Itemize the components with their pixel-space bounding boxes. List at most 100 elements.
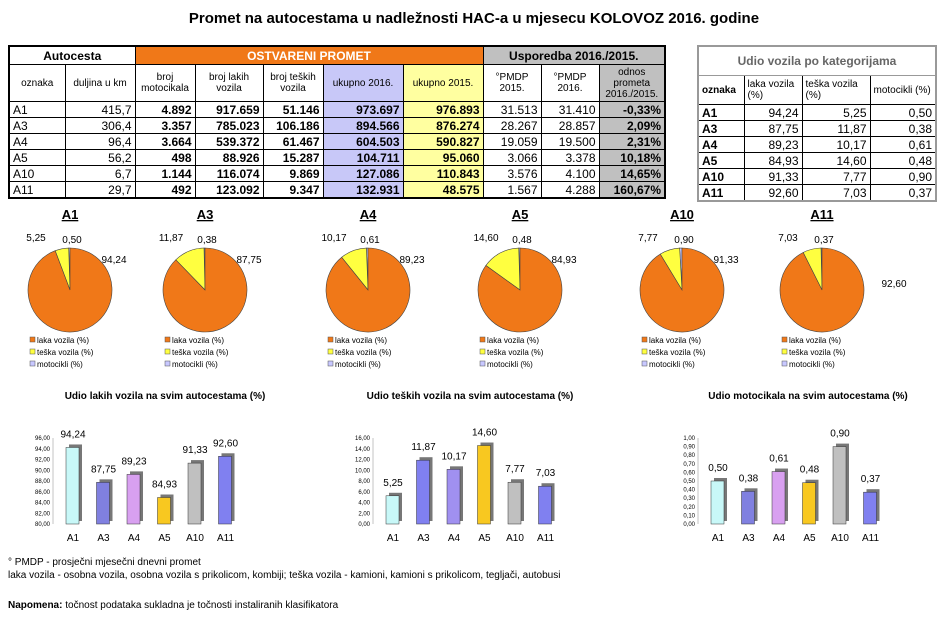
table-cell: 4.100 xyxy=(540,165,600,182)
x-tick-label: A3 xyxy=(742,533,755,544)
side-table-cell: 0,61 xyxy=(869,136,937,153)
bar-value-label: 94,24 xyxy=(60,429,85,440)
table-cell: 539.372 xyxy=(194,133,264,150)
pie-label-teska: 10,17 xyxy=(321,233,346,244)
bar xyxy=(218,456,232,525)
y-tick-label: 14,00 xyxy=(355,447,371,453)
bar-charts: Udio lakih vozila na svim autocestama (%… xyxy=(35,391,908,544)
x-tick-label: A5 xyxy=(803,533,816,544)
table-cell: A4 xyxy=(8,133,66,150)
side-table-cell: A10 xyxy=(697,168,745,185)
table-cell: 492 xyxy=(134,181,196,199)
side-table-cell: 89,23 xyxy=(743,136,803,153)
legend-label: motocikli (%) xyxy=(37,360,83,369)
y-tick-label: 6,00 xyxy=(358,490,370,496)
pie-label-laka: 89,23 xyxy=(399,255,424,266)
legend-label: motocikli (%) xyxy=(649,360,695,369)
legend-label: motocikli (%) xyxy=(487,360,533,369)
y-tick-label: 0,80 xyxy=(683,453,695,459)
side-col-header: oznaka xyxy=(697,75,745,105)
bar-chart-title: Udio teških vozila na svim autocestama (… xyxy=(367,391,574,402)
pie-A4: A4 10,17 0,61 89,23 laka vozila (%) teška voz… xyxy=(321,207,424,369)
legend-swatch xyxy=(327,336,334,343)
bar xyxy=(126,474,141,525)
table-cell: A3 xyxy=(8,117,66,134)
bar-value-label: 87,75 xyxy=(91,464,116,475)
legend-label: teška vozila (%) xyxy=(789,348,846,357)
table-cell: 10,18% xyxy=(598,149,666,166)
category-share-table: Udio vozila po kategorijama oznaka laka v… xyxy=(697,45,937,202)
pie-label-moto: 0,90 xyxy=(674,235,694,246)
bar xyxy=(477,445,491,525)
pie-label-laka: 91,33 xyxy=(713,255,738,266)
y-tick-label: 94,00 xyxy=(35,447,51,453)
legend-swatch xyxy=(327,348,334,355)
legend-swatch xyxy=(29,360,36,367)
bar xyxy=(65,447,80,525)
side-table-cell: A1 xyxy=(697,104,745,121)
bar-chart-title: Udio lakih vozila na svim autocestama (%… xyxy=(65,391,266,402)
legend-swatch xyxy=(29,348,36,355)
bar-value-label: 0,38 xyxy=(739,473,759,484)
side-table-cell: 7,77 xyxy=(801,168,871,185)
table-cell: 88.926 xyxy=(194,149,264,166)
legend-swatch xyxy=(641,336,648,343)
y-tick-label: 90,00 xyxy=(35,468,51,474)
x-tick-label: A1 xyxy=(387,533,400,544)
table-cell: 132.931 xyxy=(322,181,404,199)
bar-chart-title: Udio motocikala na svim autocestama (%) xyxy=(708,391,908,402)
legend-swatch xyxy=(641,348,648,355)
legend-swatch xyxy=(479,360,486,367)
footnote-napomena: Napomena: točnost podataka sukladna je t… xyxy=(8,599,338,612)
table-cell: -0,33% xyxy=(598,101,666,118)
x-tick-label: A4 xyxy=(128,533,141,544)
pie-label-moto: 0,61 xyxy=(360,235,380,246)
side-table-cell: 92,60 xyxy=(743,184,803,202)
col-header: ukupno 2016. xyxy=(322,64,404,102)
col-header: broj teških vozila xyxy=(262,64,324,102)
bar xyxy=(507,481,522,525)
table-cell: 96,4 xyxy=(64,133,136,150)
legend-label: laka vozila (%) xyxy=(37,336,89,345)
pie-label-moto: 0,48 xyxy=(512,235,532,246)
table-cell: 785.023 xyxy=(194,117,264,134)
pie-title: A1 xyxy=(62,207,79,222)
bar-value-label: 84,93 xyxy=(152,480,177,491)
bar xyxy=(416,459,430,525)
pie-label-teska: 14,60 xyxy=(473,233,498,244)
table-cell: 917.659 xyxy=(194,101,264,118)
page-title: Promet na autocestama u nadležnosti HAC-… xyxy=(188,10,760,27)
legend-label: laka vozila (%) xyxy=(649,336,701,345)
bar xyxy=(187,462,202,525)
y-tick-label: 0,30 xyxy=(683,496,695,502)
table-cell: 604.503 xyxy=(322,133,404,150)
napomena-label: Napomena: xyxy=(8,600,63,611)
pie-title: A10 xyxy=(670,207,694,222)
table-row: A3 306,4 3.357 785.023 106.186 894.566 876.274… xyxy=(8,117,666,134)
bar-chart-2: Udio motocikala na svim autocestama (%) 1… xyxy=(683,391,907,544)
y-tick-label: 0,60 xyxy=(683,470,695,476)
table-cell: 9.869 xyxy=(262,165,324,182)
x-tick-label: A10 xyxy=(506,533,524,544)
table-cell: 19.059 xyxy=(482,133,542,150)
y-tick-label: 82,00 xyxy=(35,511,51,517)
col-header: broj lakih vozila xyxy=(194,64,264,102)
table-cell: 48.575 xyxy=(402,181,484,199)
bar-value-label: 7,77 xyxy=(505,464,525,475)
side-table-cell: 94,24 xyxy=(743,104,803,121)
pie-slice xyxy=(477,247,563,333)
table-cell: 3.664 xyxy=(134,133,196,150)
bar-value-label: 92,60 xyxy=(213,438,238,449)
y-tick-label: 12,00 xyxy=(355,458,371,464)
pie-label-moto: 0,38 xyxy=(197,235,217,246)
x-tick-label: A5 xyxy=(478,533,491,544)
side-table-row: A4 89,23 10,17 0,61 xyxy=(697,136,937,153)
side-table-cell: 91,33 xyxy=(743,168,803,185)
table-cell: 976.893 xyxy=(402,101,484,118)
table-row: A11 29,7 492 123.092 9.347 132.931 48.575 1.567… xyxy=(8,181,666,199)
x-tick-label: A11 xyxy=(862,533,879,544)
col-header: °PMDP 2016. xyxy=(540,64,600,102)
table-cell: 1.144 xyxy=(134,165,196,182)
header-ostvareni: OSTVARENI PROMET xyxy=(134,45,484,65)
bar-chart-0: Udio lakih vozila na svim autocestama (%… xyxy=(35,391,265,544)
